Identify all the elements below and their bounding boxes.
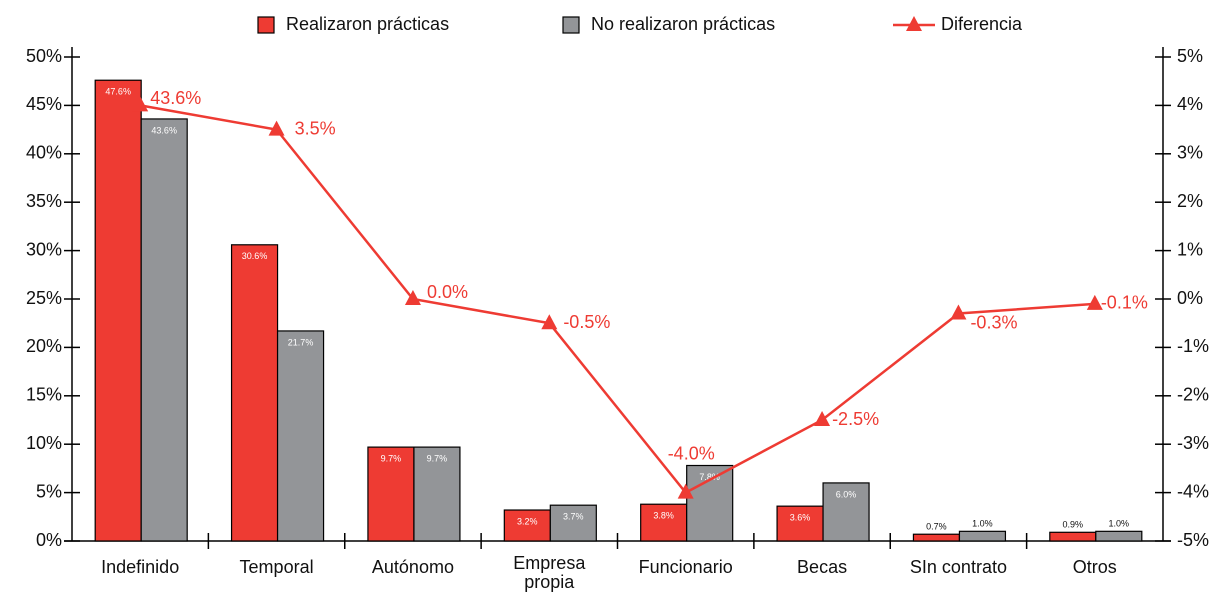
bar-value-label: 43.6% [151,125,177,135]
bar-value-label: 0.7% [926,522,947,532]
line-marker [950,304,967,320]
bar [912,533,961,542]
line-marker [268,120,285,136]
bar-value-label: 1.0% [972,519,993,529]
line-value-label: -0.5% [563,312,610,332]
y2-tick-label: 4% [1177,94,1203,114]
y2-tick-label: -5% [1177,530,1209,550]
line-marker [541,314,558,330]
bar [140,118,188,542]
y-tick-label: 5% [36,481,62,501]
line-value-label: -0.1% [1101,293,1148,313]
bar [822,482,870,542]
legend-label: Realizaron prácticas [286,14,449,34]
line-value-label: 43.6% [150,88,201,108]
y2-tick-label: 5% [1177,46,1203,66]
y-tick-label: 45% [26,94,62,114]
y2-tick-label: 3% [1177,143,1203,163]
y-tick-label: 20% [26,336,62,356]
line-marker [677,483,694,499]
line-marker [1086,294,1103,310]
y-tick-label: 25% [26,288,62,308]
bar [413,446,461,542]
bar-value-label: 3.2% [517,516,538,526]
bar-value-label: 7.8% [699,472,720,482]
bar-value-label: 0.9% [1063,520,1084,530]
y2-tick-label: -1% [1177,336,1209,356]
y-tick-label: 15% [26,385,62,405]
line-marker [404,290,421,305]
bar [1095,530,1143,542]
bar [549,504,597,542]
bar-value-label: 3.8% [653,511,674,521]
bar-value-label: 1.0% [1109,519,1130,529]
bar [1049,531,1097,542]
line-marker [814,411,831,426]
x-tick-label: Autónomo [372,557,454,577]
y-tick-label: 30% [26,239,62,259]
legend-label: No realizaron prácticas [591,14,775,34]
bar [230,244,279,542]
line-value-label: -2.5% [832,409,879,429]
y2-tick-label: 2% [1177,191,1203,211]
bar-value-label: 21.7% [288,337,314,347]
line-marker [132,96,149,112]
bar [503,509,551,542]
legend-label: Diferencia [941,14,1023,34]
y2-tick-label: 0% [1177,288,1203,308]
y2-tick-label: -4% [1177,481,1209,501]
legend-swatch [257,16,275,34]
y-tick-label: 40% [26,143,62,163]
bar-value-label: 47.6% [105,87,131,97]
line-value-label: 3.5% [295,118,336,138]
x-tick-label: Indefinido [101,557,179,577]
bar-value-label: 30.6% [242,251,268,261]
legend-swatch [562,16,580,34]
bar [94,79,142,542]
bar-value-label: 3.6% [790,513,811,523]
y-tick-label: 35% [26,191,62,211]
y-tick-label: 0% [36,530,62,550]
bar [776,505,824,542]
bar [276,330,325,542]
y2-tick-label: 1% [1177,239,1203,259]
x-tick-label: Becas [797,557,847,577]
y-tick-label: 50% [26,46,62,66]
bar [958,530,1007,542]
x-tick-label: Temporal [240,557,314,577]
line [139,104,1095,495]
x-tick-label: Empresa propia [513,553,586,592]
y2-tick-label: -2% [1177,385,1209,405]
bar [640,503,688,542]
bar-value-label: 9.7% [381,453,402,463]
line-value-label: -4.0% [668,443,715,463]
y-tick-label: 10% [26,433,62,453]
x-tick-label: Otros [1073,557,1117,577]
y2-tick-label: -3% [1177,433,1209,453]
bar-value-label: 3.7% [563,512,584,522]
bar-value-label: 9.7% [427,453,448,463]
legend-marker [906,16,922,31]
x-tick-label: Funcionario [639,557,733,577]
bar [367,446,415,542]
line-value-label: -0.3% [970,312,1017,332]
bar [686,464,734,542]
x-tick-label: SIn contrato [910,557,1007,577]
line-value-label: 0.0% [427,282,468,302]
bar-value-label: 6.0% [836,489,857,499]
